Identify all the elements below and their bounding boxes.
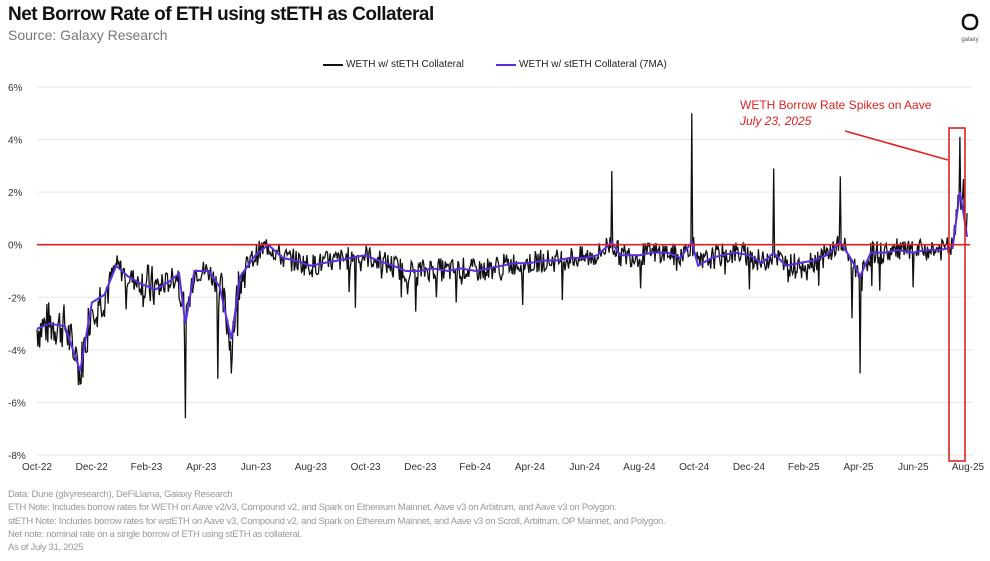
annotation-date: July 23, 2025 [740, 114, 812, 128]
x-tick-label: Feb-23 [131, 462, 163, 473]
footnote: stETH Note: Includes borrow rates for ws… [8, 515, 666, 527]
x-tick-label: Apr-25 [843, 462, 873, 473]
legend-label-7ma: WETH w/ stETH Collateral (7MA) [519, 59, 667, 70]
x-tick-label: Jun-24 [569, 462, 600, 473]
x-tick-label: Jun-25 [898, 462, 929, 473]
legend-swatch-7ma [496, 63, 516, 66]
x-tick-label: Feb-25 [788, 462, 820, 473]
legend-item-7ma: WETH w/ stETH Collateral (7MA) [496, 59, 667, 70]
logo-text: galaxy [961, 37, 979, 43]
galaxy-logo: galaxy [958, 12, 982, 43]
legend-label-raw: WETH w/ stETH Collateral [346, 59, 464, 70]
chart-title: Net Borrow Rate of ETH using stETH as Co… [8, 4, 434, 25]
series-line-7ma [36, 191, 969, 372]
x-tick-label: Jun-23 [241, 462, 272, 473]
footnotes: Data: Dune (glxyresearch), DeFiLlama, Ga… [8, 488, 666, 554]
y-tick-label: 4% [8, 136, 23, 147]
x-tick-label: Aug-23 [295, 462, 328, 473]
galaxy-logo-icon [961, 13, 979, 31]
x-tick-label: Dec-22 [76, 462, 109, 473]
annotation-pointer [844, 130, 949, 161]
x-tick-label: Apr-23 [186, 462, 216, 473]
annotation-title: WETH Borrow Rate Spikes on Aave [740, 98, 932, 112]
y-tick-label: 2% [8, 188, 23, 199]
y-tick-label: 6% [8, 83, 23, 94]
y-tick-label: -8% [8, 451, 26, 462]
x-tick-label: Dec-23 [404, 462, 437, 473]
footnote: As of July 31, 2025 [8, 542, 84, 554]
x-tick-label: Apr-24 [515, 462, 545, 473]
footnote: Net note: nominal rate on a single borro… [8, 528, 302, 540]
footnote: Data: Dune (glxyresearch), DeFiLlama, Ga… [8, 489, 233, 500]
y-tick-label: -6% [8, 398, 26, 409]
y-tick-label: -2% [8, 293, 26, 304]
x-tick-label: Dec-24 [733, 462, 766, 473]
annotation-box [948, 127, 966, 462]
x-tick-label: Oct-22 [22, 462, 52, 473]
x-tick-label: Aug-25 [952, 462, 985, 473]
x-tick-label: Oct-23 [351, 462, 381, 473]
legend-item-raw: WETH w/ stETH Collateral [323, 59, 464, 70]
x-tick-label: Feb-24 [459, 462, 491, 473]
chart-subtitle: Source: Galaxy Research [8, 27, 168, 43]
x-tick-label: Aug-24 [623, 462, 656, 473]
y-tick-label: 0% [8, 241, 23, 252]
legend-swatch-raw [323, 63, 343, 66]
y-tick-label: -4% [8, 346, 26, 357]
footnote: ETH Note: Includes borrow rates for WETH… [8, 502, 617, 514]
x-tick-label: Oct-24 [679, 462, 709, 473]
